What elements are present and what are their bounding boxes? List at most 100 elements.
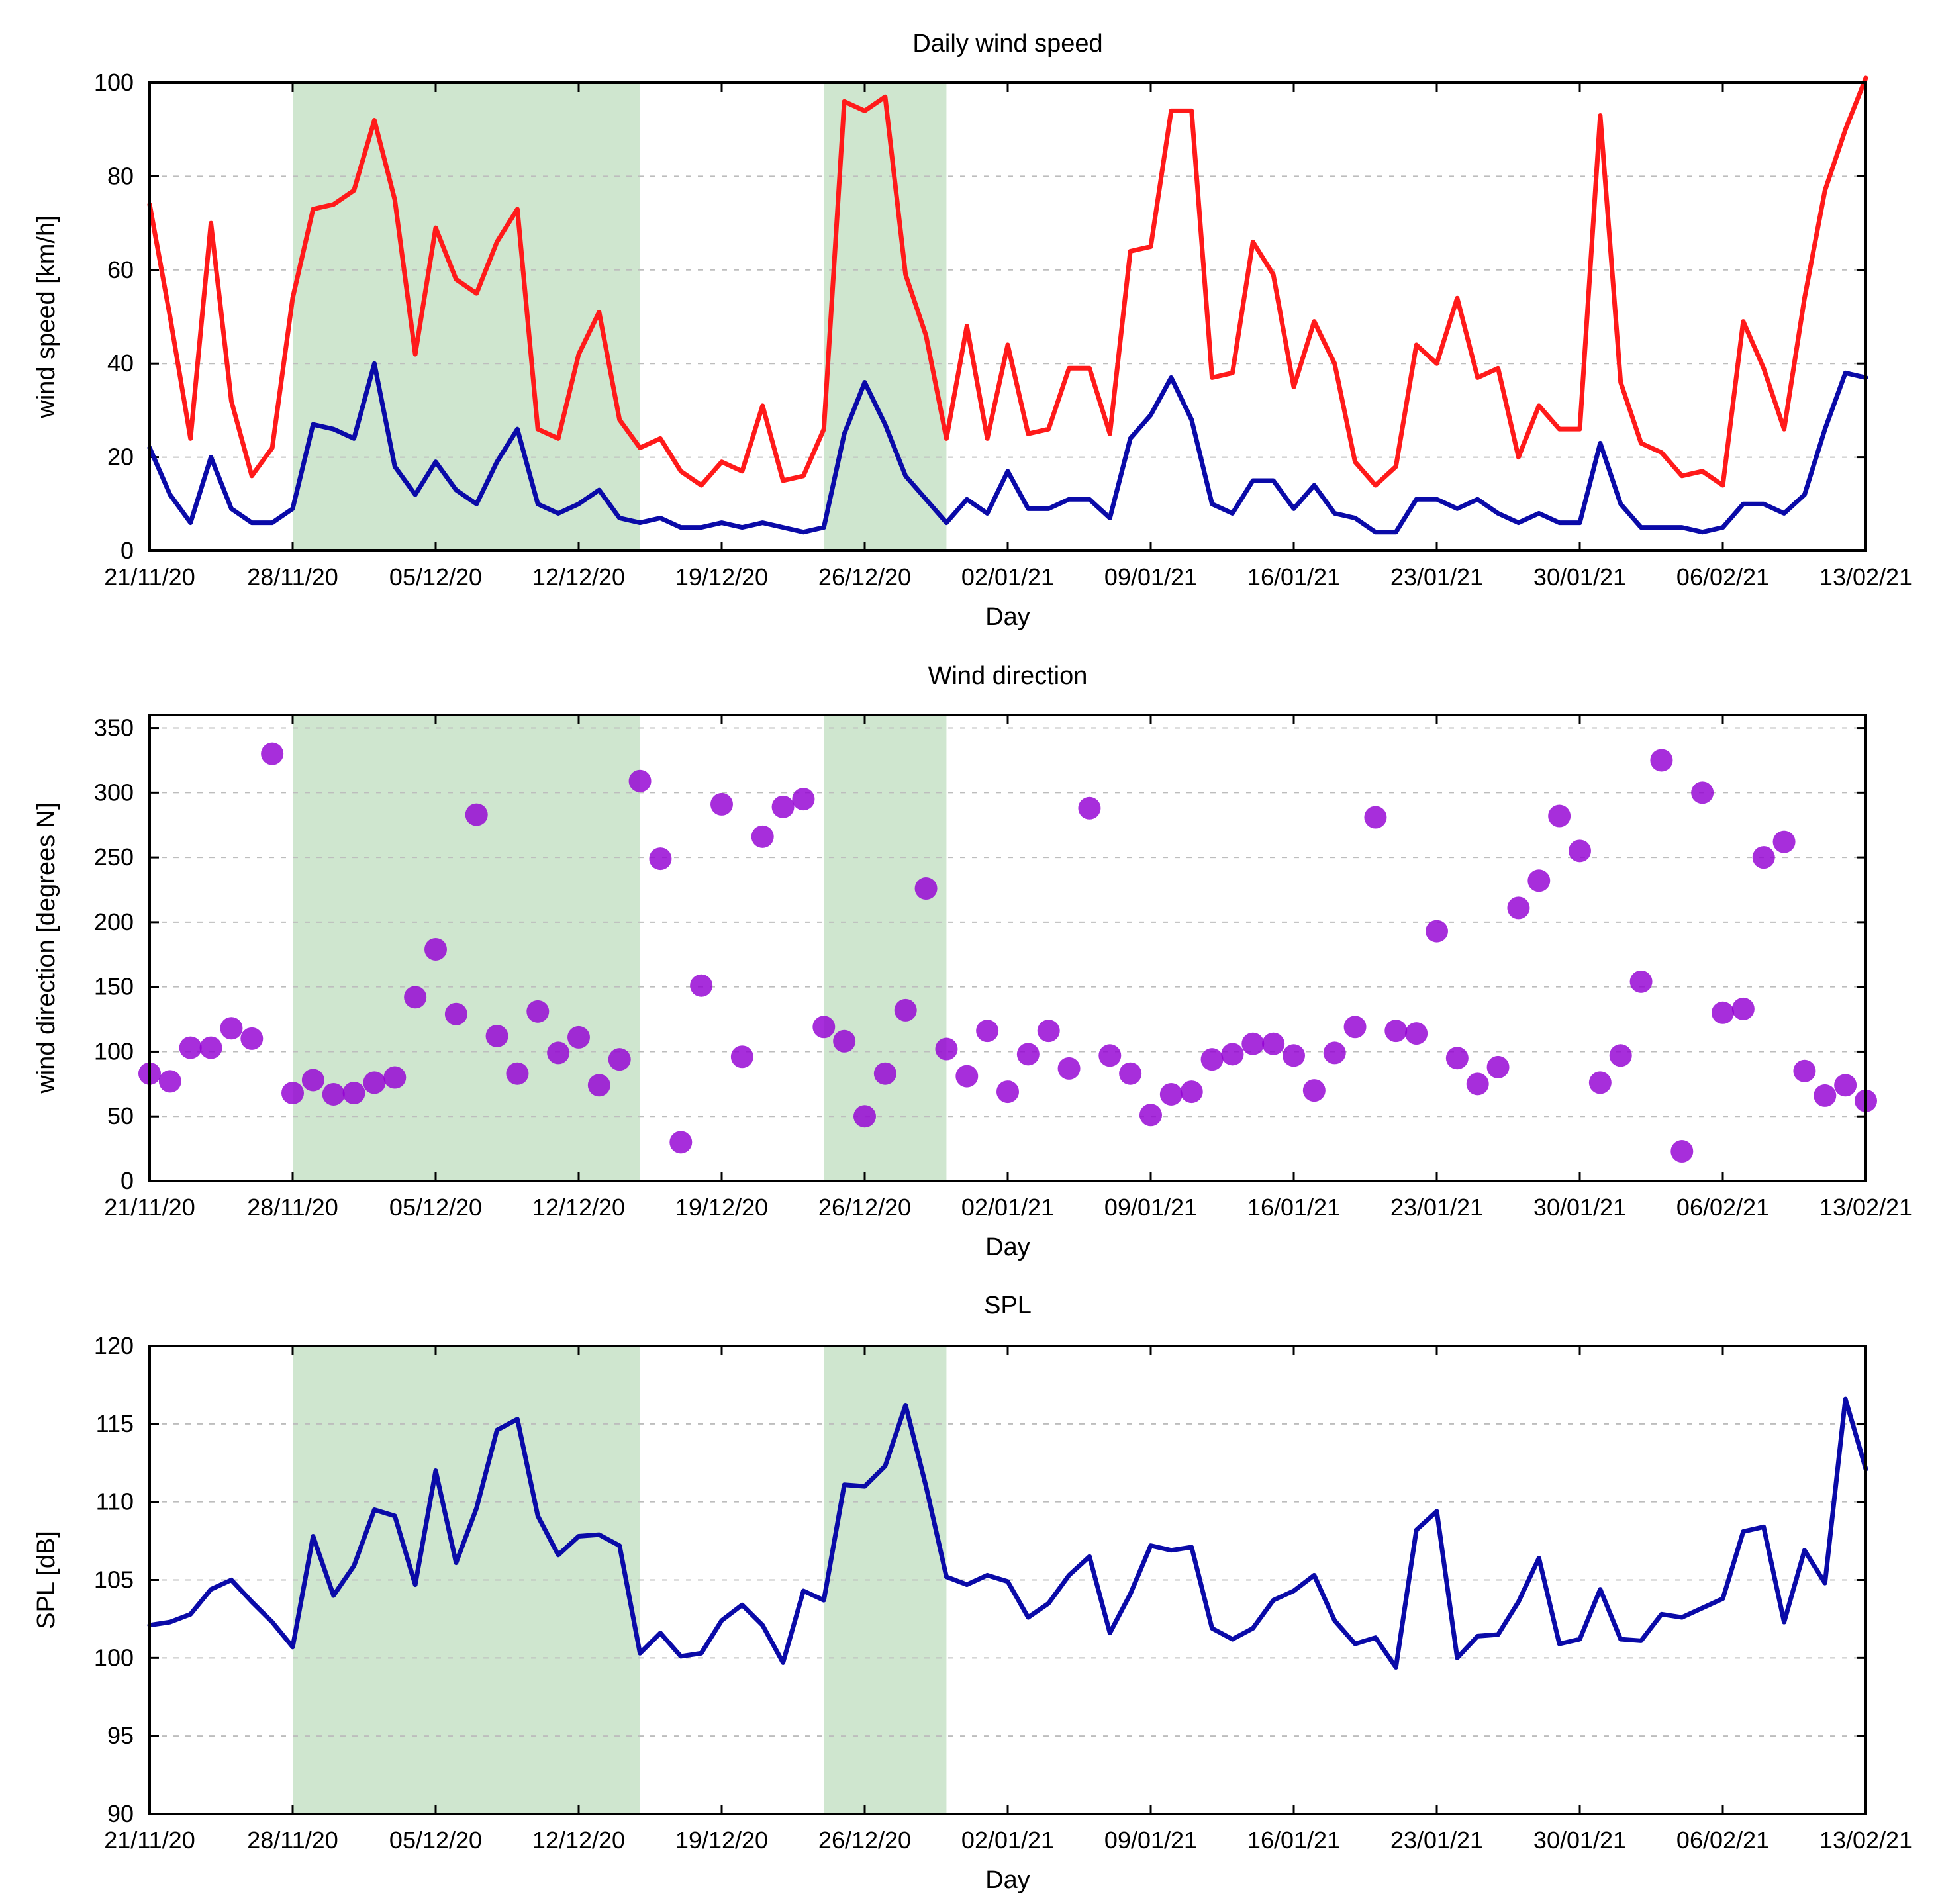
x-tick-label: 21/11/20 [104,1827,195,1854]
direction-point [1384,1020,1408,1043]
direction-point [1548,804,1571,828]
plot-frame [148,714,1867,1182]
direction-point [1466,1072,1489,1096]
direction-point [976,1020,999,1043]
direction-point [608,1048,631,1071]
x-axis-label: Day [985,603,1030,631]
direction-point [1405,1022,1428,1045]
direction-point [1772,830,1796,853]
direction-point [914,877,938,900]
x-tick-label: 30/01/21 [1533,1827,1626,1854]
x-tick-label: 13/02/21 [1819,1827,1912,1854]
x-tick-label: 12/12/20 [532,1194,625,1221]
direction-point [1323,1041,1346,1065]
direction-point [690,974,713,997]
x-tick-label: 19/12/20 [675,1194,768,1221]
direction-point [158,1070,181,1093]
x-tick-label: 02/01/21 [961,563,1054,591]
direction-point [1752,846,1775,869]
chart-title: SPL [984,1292,1032,1319]
y-tick-label: 105 [94,1566,134,1594]
chart-title: Wind direction [928,662,1088,690]
x-tick-label: 19/12/20 [675,1827,768,1854]
y-tick-label: 80 [107,162,134,189]
x-axis-label: Day [985,1866,1030,1894]
x-tick-label: 05/12/20 [389,1194,482,1221]
direction-point [1650,749,1673,772]
y-tick-label: 0 [121,1167,134,1194]
direction-point [261,742,284,765]
direction-point [587,1074,610,1097]
direction-point [730,1045,753,1069]
x-tick-label: 09/01/21 [1104,563,1197,591]
direction-point [1221,1043,1244,1066]
x-tick-label: 21/11/20 [104,563,195,591]
y-tick-label: 150 [94,973,134,1000]
y-tick-label: 100 [94,1644,134,1671]
direction-point [220,1017,243,1040]
y-tick-label: 350 [94,714,134,741]
x-axis-label: Day [985,1233,1030,1261]
direction-point [710,792,733,816]
direction-point [301,1069,324,1092]
series-line-mean [147,361,1868,535]
y-tick-label: 60 [107,256,134,283]
y-tick-label: 40 [107,350,134,377]
direction-point [1180,1080,1203,1104]
direction-point [1037,1020,1060,1043]
x-tick-label: 26/12/20 [818,1194,911,1221]
chart-panel-3: 90 95 100 105 110 115 120 21/11/20 28/11/20 05/12… [32,1292,1912,1894]
x-tick-label: 28/11/20 [247,563,338,591]
direction-point [1793,1059,1816,1082]
direction-point [383,1066,407,1089]
direction-point [1283,1044,1305,1067]
direction-point [526,1000,550,1023]
direction-point [894,998,917,1022]
direction-point [1241,1032,1265,1055]
x-tick-label: 13/02/21 [1819,563,1912,591]
chart-panel-1: 0 20 40 60 80 100 21/11/20 28/11/20 05/12/20 12/1… [32,30,1912,631]
y-tick-label: 95 [107,1722,134,1749]
direction-point [444,1002,467,1025]
direction-point [342,1082,365,1105]
y-tick-label: 200 [94,908,134,935]
x-tick-label: 21/11/20 [104,1194,195,1221]
direction-point [1731,997,1755,1020]
direction-point [281,1082,304,1105]
y-tick-label: 90 [107,1800,134,1827]
plot-frame [148,1345,1867,1815]
y-axis-label: wind direction [degrees N] [32,802,60,1094]
direction-point [751,825,774,848]
direction-point [996,1080,1019,1104]
direction-point [1507,896,1530,920]
direction-point [179,1036,202,1059]
x-tick-label: 06/02/21 [1676,1827,1769,1854]
direction-point [873,1062,896,1085]
x-tick-label: 23/01/21 [1390,563,1483,591]
x-tick-label: 23/01/21 [1390,1827,1483,1854]
x-tick-label: 16/01/21 [1247,1827,1340,1854]
direction-point [1670,1140,1694,1163]
direction-point [1609,1044,1632,1067]
chart-panel-2: 0 50 100 150 200 250 300 350 21/11/20 28/11/20 05/… [32,662,1912,1261]
y-tick-label: 115 [96,1410,134,1437]
chart-title: Daily wind speed [912,30,1102,58]
direction-point [955,1065,979,1088]
direction-point [1364,806,1387,829]
direction-point [833,1029,856,1053]
direction-point [1302,1079,1326,1102]
direction-point [322,1082,345,1106]
y-tick-label: 20 [107,444,134,471]
direction-point [465,803,488,826]
x-tick-label: 12/12/20 [532,1827,625,1854]
y-tick-label: 0 [121,537,134,564]
x-tick-label: 05/12/20 [389,1827,482,1854]
series-line-maximum [147,75,1868,488]
direction-point [792,788,815,811]
highlight-band [824,83,947,551]
y-axis-label: wind speed [km/h] [32,215,60,418]
direction-point [1139,1104,1162,1127]
direction-point [240,1027,264,1050]
x-tick-label: 26/12/20 [818,1827,911,1854]
